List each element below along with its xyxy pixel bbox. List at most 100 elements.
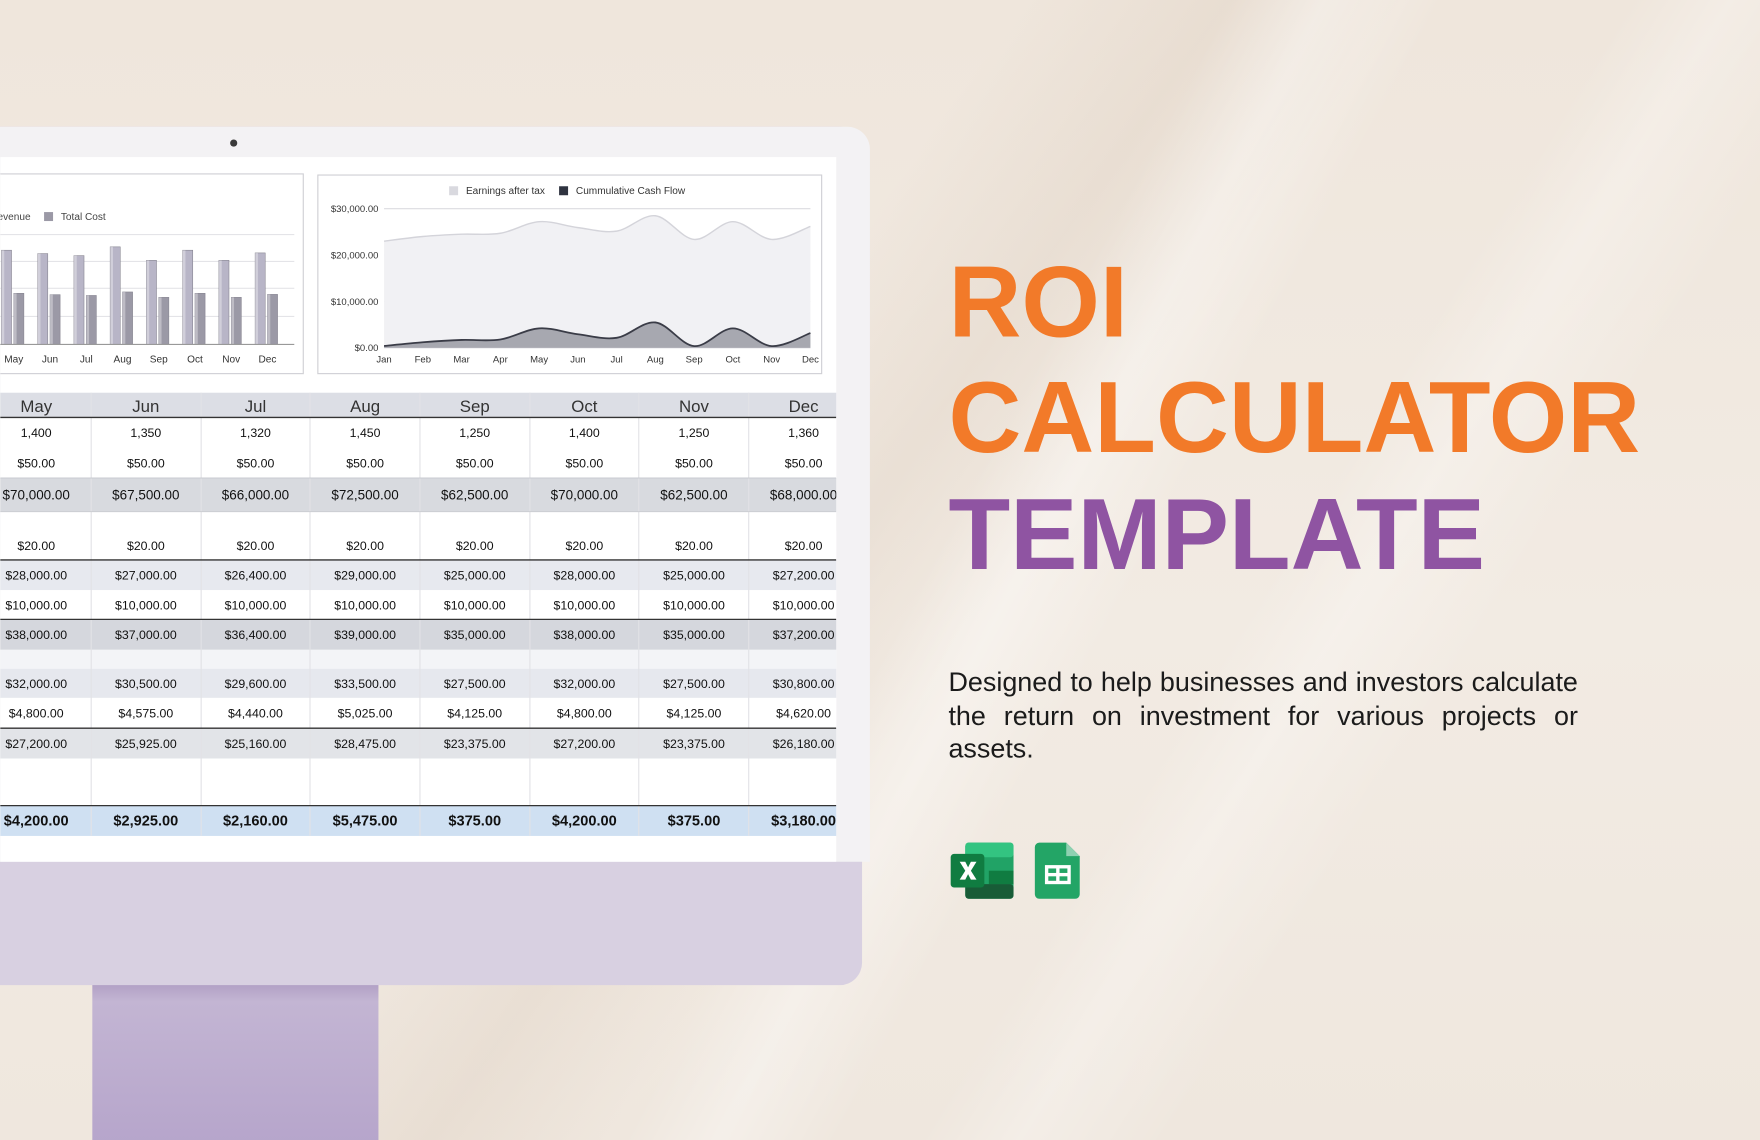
table-cell: $32,000.00 [5, 677, 67, 691]
x-tick-label: Aug [114, 354, 132, 365]
x-tick-label: Dec [802, 354, 819, 365]
data-table: May Jun Jul Aug Sep Oct Nov Dec 1,400 1,350 1,320 1… [0, 392, 837, 836]
column-header: Jul [245, 397, 267, 416]
table-cell: $20.00 [565, 539, 603, 553]
table-cell: $10,000.00 [553, 598, 615, 612]
table-cell: $4,200.00 [4, 813, 69, 829]
x-tick-label: Nov [222, 354, 240, 365]
table-cell: $20.00 [127, 539, 165, 553]
y-tick-label: $10,000.00 [331, 297, 379, 308]
table-row [0, 728, 837, 759]
table-cell: $27,000.00 [115, 569, 177, 583]
excel-icon [950, 842, 1014, 899]
table-cell: $10,000.00 [663, 598, 725, 612]
x-tick-label: Dec [259, 354, 277, 365]
table-cell: $70,000.00 [551, 487, 618, 502]
area-fill [384, 215, 811, 348]
table-cell: $32,000.00 [553, 677, 615, 691]
camera [230, 139, 238, 147]
spacer-row [0, 649, 837, 669]
legend-label: evenue [0, 212, 31, 223]
table-cell: $50.00 [127, 456, 165, 470]
table-cell: $50.00 [785, 456, 823, 470]
table-row [0, 477, 837, 512]
legend-swatch [44, 212, 54, 222]
title-line: CALCULATOR [948, 362, 1640, 474]
table-row [0, 668, 837, 698]
table-row [0, 590, 837, 620]
bar-shade [158, 297, 162, 345]
table-cell: $10,000.00 [5, 598, 67, 612]
table-row [0, 417, 837, 448]
area-chart: $0.00 $10,000.00 $20,000.00 $30,000.00 Jan Fe… [331, 186, 819, 365]
table-row [0, 559, 837, 591]
table-cell: $67,500.00 [112, 487, 179, 502]
table-cell: $28,475.00 [334, 737, 396, 751]
x-tick-label: Nov [763, 354, 780, 365]
table-cell: $62,500.00 [441, 487, 508, 502]
table-cell: $26,180.00 [773, 737, 835, 751]
legend-label: Cummulative Cash Flow [576, 186, 686, 197]
table-row [0, 530, 837, 560]
table-cell: $4,200.00 [552, 813, 617, 829]
table-cell: $37,200.00 [773, 628, 835, 642]
table-cell: $4,800.00 [557, 707, 612, 721]
x-tick-label: Jul [80, 354, 93, 365]
table-cell: 1,350 [130, 426, 161, 440]
table-cell: $30,800.00 [773, 677, 835, 691]
table-cell: $5,475.00 [333, 813, 398, 829]
title-line: ROI [948, 247, 1128, 359]
description-box: Designed to help businesses and investor… [948, 668, 1577, 764]
table-cell: $5,025.00 [338, 707, 393, 721]
table-cell: $4,620.00 [776, 707, 831, 721]
table-cell: $29,000.00 [334, 569, 396, 583]
table-cell: $26,400.00 [225, 569, 287, 583]
column-header: May [20, 397, 52, 416]
x-tick-label: Sep [686, 354, 703, 365]
table-cell: 1,320 [240, 426, 271, 440]
column-header: Nov [679, 397, 710, 416]
table-cell: $2,160.00 [223, 813, 288, 829]
table-cell: $4,125.00 [447, 707, 502, 721]
legend-swatch [559, 186, 569, 196]
table-cell: $20.00 [17, 539, 55, 553]
bar-shade [255, 252, 258, 345]
table-cell: $35,000.00 [663, 628, 725, 642]
table-cell: $36,400.00 [225, 628, 287, 642]
y-tick-label: $20,000.00 [331, 250, 379, 261]
table-cell: $25,925.00 [115, 737, 177, 751]
table-cell: $10,000.00 [334, 598, 396, 612]
table-cell: $50.00 [346, 456, 384, 470]
table-cell: $4,575.00 [118, 707, 173, 721]
bar-shade [110, 246, 113, 345]
table-cell: $33,500.00 [334, 677, 396, 691]
table-cell: $66,000.00 [222, 487, 289, 502]
table-cell: $375.00 [668, 813, 721, 829]
table-cell: $4,440.00 [228, 707, 283, 721]
table-cell: $30,500.00 [115, 677, 177, 691]
area-line [383, 215, 811, 242]
title-line: TEMPLATE [948, 479, 1485, 591]
table-cell: $375.00 [448, 813, 501, 829]
table-cell: $37,000.00 [115, 628, 177, 642]
table-cell: $4,125.00 [667, 707, 722, 721]
table-cell: $70,000.00 [3, 487, 70, 502]
legend-label: Total Cost [61, 212, 106, 223]
table-cell: $35,000.00 [444, 628, 506, 642]
bar-shade [146, 260, 150, 345]
x-tick-label: Sep [150, 354, 168, 365]
table-cell: $39,000.00 [334, 628, 396, 642]
x-tick-label: Mar [453, 354, 470, 365]
table-cell: $72,500.00 [331, 487, 398, 502]
x-tick-label: Jul [611, 354, 623, 365]
table-cell: $29,600.00 [225, 677, 287, 691]
area-fill [384, 322, 811, 348]
table-cell: 1,360 [788, 426, 819, 440]
table-cell: $20.00 [456, 539, 494, 553]
table-cell: 1,250 [679, 426, 710, 440]
table-cell: $4,800.00 [9, 707, 64, 721]
bar-chart: evenue Total Cost May Jun Jul Aug Sep Oct Nov Dec [0, 212, 295, 365]
table-cell: $68,000.00 [770, 487, 837, 502]
x-tick-label: May [4, 354, 24, 365]
